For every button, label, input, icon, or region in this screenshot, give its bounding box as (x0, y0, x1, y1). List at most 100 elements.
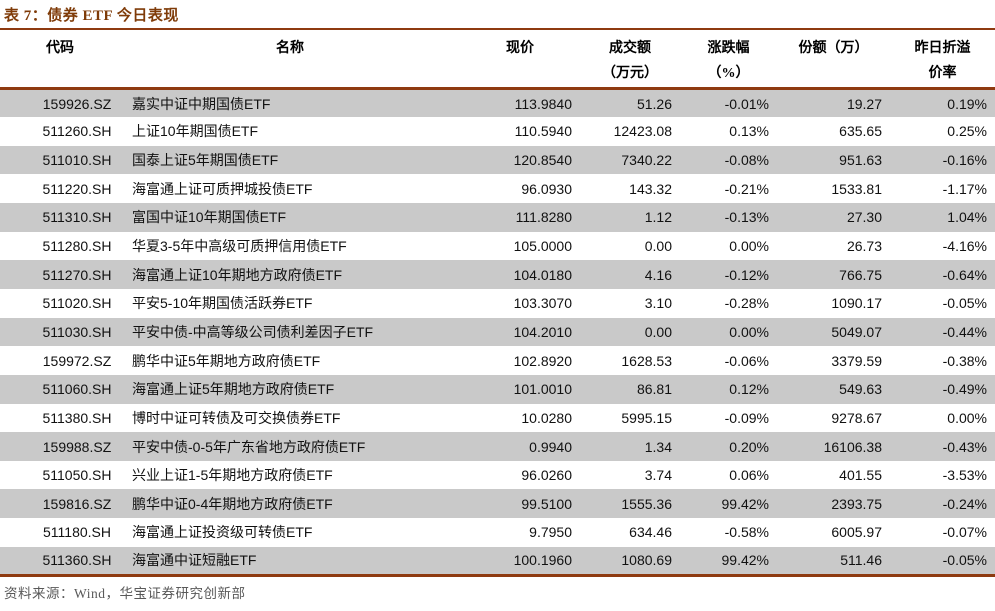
cell-change: -0.13% (724, 209, 769, 226)
cell-change: -0.58% (724, 524, 769, 541)
table-row: 511280.SH 华夏3-5年中高级可质押信用债ETF 105.0000 0.00 0… (0, 232, 995, 261)
cell-turnover: 634.46 (629, 524, 672, 541)
cell-name: 海富通上证可质押城投债ETF (132, 180, 313, 197)
cell-shares: 19.27 (846, 95, 882, 112)
cell-shares: 16106.38 (823, 438, 882, 455)
title-divider (0, 28, 995, 30)
cell-code: 511220.SH (42, 180, 112, 197)
table-row: 511260.SH 上证10年期国债ETF 110.5940 12423.08 0.13… (0, 117, 995, 146)
cell-change: 0.20% (729, 438, 769, 455)
cell-price: 104.2010 (513, 323, 572, 340)
table-header: 代码 名称 现价 成交额 （万元） 涨跌幅 （%） 份额（万） 昨日折溢 价率 (0, 30, 995, 89)
col-header-code: 代码 (46, 41, 74, 56)
table-row: 511220.SH 海富通上证可质押城投债ETF 96.0930 143.32 -0.2… (0, 174, 995, 203)
cell-code: 511380.SH (42, 409, 112, 426)
cell-price: 113.9840 (514, 95, 572, 112)
cell-premium: -0.43% (942, 438, 987, 455)
cell-turnover: 1.12 (644, 209, 672, 226)
cell-name: 海富通上证10年期地方政府债ETF (132, 266, 343, 283)
cell-premium: -0.49% (942, 381, 987, 398)
cell-premium: 0.25% (947, 123, 987, 140)
cell-premium: 0.00% (947, 409, 987, 426)
cell-turnover: 143.32 (629, 180, 672, 197)
cell-name: 平安中债-0-5年广东省地方政府债ETF (132, 438, 366, 455)
cell-shares: 6005.97 (831, 524, 882, 541)
cell-price: 102.8920 (513, 352, 572, 369)
col-header-price: 现价 (506, 41, 534, 56)
cell-price: 96.0260 (521, 467, 572, 484)
cell-price: 101.0010 (513, 381, 572, 398)
cell-shares: 401.55 (839, 467, 882, 484)
table-row: 159926.SZ 嘉实中证中期国债ETF 113.9840 51.26 -0.01% 1… (0, 88, 995, 118)
cell-name: 平安5-10年期国债活跃券ETF (132, 295, 313, 312)
cell-turnover: 7340.22 (621, 152, 672, 169)
cell-price: 105.0000 (513, 238, 572, 255)
cell-premium: -0.24% (942, 495, 987, 512)
cell-name: 嘉实中证中期国债ETF (132, 95, 271, 112)
cell-name: 博时中证可转债及可交换债券ETF (132, 409, 341, 426)
cell-price: 99.5100 (521, 495, 572, 512)
cell-turnover: 1.34 (644, 438, 672, 455)
cell-name: 鹏华中证0-4年期地方政府债ETF (132, 495, 333, 512)
cell-turnover: 0.00 (644, 323, 672, 340)
cell-change: -0.08% (724, 152, 769, 169)
cell-name: 兴业上证1-5年期地方政府债ETF (132, 467, 333, 484)
cell-code: 159988.SZ (42, 438, 112, 455)
cell-price: 103.3070 (513, 295, 572, 312)
cell-premium: -3.53% (942, 467, 987, 484)
cell-name: 鹏华中证5年期地方政府债ETF (132, 352, 321, 369)
table-row: 159972.SZ 鹏华中证5年期地方政府债ETF 102.8920 1628.53 -… (0, 346, 995, 375)
cell-change: 0.00% (729, 323, 769, 340)
header-row: 代码 名称 现价 成交额 （万元） 涨跌幅 （%） 份额（万） 昨日折溢 价率 (0, 30, 995, 89)
cell-turnover: 86.81 (636, 381, 672, 398)
cell-turnover: 0.00 (644, 238, 672, 255)
cell-name: 海富通中证短融ETF (132, 552, 257, 569)
cell-code: 159926.SZ (42, 95, 112, 112)
cell-price: 104.0180 (513, 266, 572, 283)
table-row: 511020.SH 平安5-10年期国债活跃券ETF 103.3070 3.10 -0.… (0, 289, 995, 318)
cell-change: 99.42% (721, 495, 769, 512)
cell-price: 120.8540 (513, 152, 572, 169)
cell-turnover: 4.16 (644, 266, 672, 283)
cell-turnover: 12423.08 (613, 123, 672, 140)
cell-turnover: 51.26 (636, 95, 672, 112)
cell-code: 511020.SH (42, 295, 112, 312)
cell-premium: 0.19% (947, 95, 987, 112)
cell-price: 96.0930 (521, 180, 572, 197)
cell-shares: 2393.75 (831, 495, 882, 512)
cell-shares: 511.46 (840, 552, 882, 569)
cell-premium: -0.44% (942, 323, 987, 340)
cell-change: -0.12% (724, 266, 769, 283)
cell-premium: -0.05% (942, 295, 987, 312)
cell-code: 511030.SH (42, 323, 112, 340)
cell-shares: 1090.17 (831, 295, 882, 312)
cell-premium: -0.64% (942, 266, 987, 283)
cell-price: 110.5940 (514, 123, 572, 140)
table-row: 511310.SH 富国中证10年期国债ETF 111.8280 1.12 -0.13%… (0, 203, 995, 232)
cell-price: 9.7950 (529, 524, 572, 541)
cell-code: 511180.SH (43, 524, 111, 541)
cell-name: 海富通上证5年期地方政府债ETF (132, 381, 335, 398)
col-header-change: 涨跌幅 （%） (680, 30, 777, 89)
cell-shares: 549.63 (839, 381, 882, 398)
cell-code: 159972.SZ (42, 352, 112, 369)
cell-shares: 5049.07 (831, 323, 882, 340)
cell-name: 富国中证10年期国债ETF (132, 209, 287, 226)
table-row: 511010.SH 国泰上证5年期国债ETF 120.8540 7340.22 -0.0… (0, 145, 995, 175)
cell-shares: 27.30 (846, 209, 882, 226)
table-row: 511360.SH 海富通中证短融ETF 100.1960 1080.69 99.42%… (0, 546, 995, 576)
col-header-turnover-line2: （万元） (602, 66, 658, 81)
cell-price: 111.8280 (515, 209, 572, 226)
table-row: 511180.SH 海富通上证投资级可转债ETF 9.7950 634.46 -0.58… (0, 518, 995, 547)
cell-turnover: 3.74 (644, 467, 672, 484)
cell-change: -0.01% (724, 95, 769, 112)
col-header-turnover: 成交额 （万元） (580, 30, 680, 89)
cell-shares: 635.65 (839, 123, 882, 140)
cell-turnover: 1080.69 (621, 552, 672, 569)
table-row: 511060.SH 海富通上证5年期地方政府债ETF 101.0010 86.81 0.… (0, 374, 995, 404)
col-header-name: 名称 (276, 41, 304, 56)
cell-price: 100.1960 (513, 552, 572, 569)
cell-premium: -0.16% (942, 152, 987, 169)
cell-name: 平安中债-中高等级公司债利差因子ETF (132, 323, 374, 340)
